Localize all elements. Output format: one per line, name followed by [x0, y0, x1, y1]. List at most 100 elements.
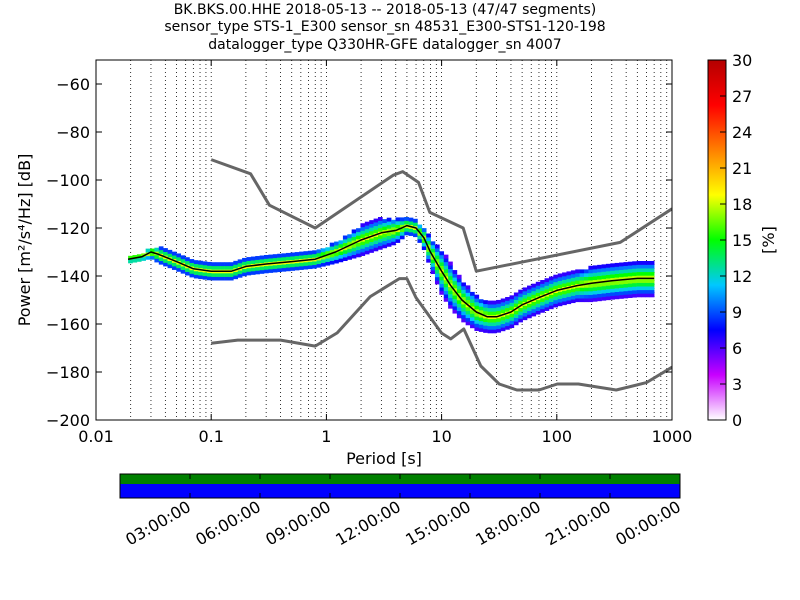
density-cell	[373, 225, 379, 230]
density-cell	[601, 282, 607, 287]
density-cell	[531, 312, 537, 317]
time-tick-label: 03:00:00	[122, 497, 194, 549]
density-cell	[430, 266, 436, 271]
density-cell	[193, 263, 199, 268]
density-cell	[474, 309, 480, 313]
density-cell	[522, 312, 528, 317]
density-cell	[360, 226, 366, 231]
density-cell	[347, 255, 352, 260]
density-cell	[553, 278, 559, 283]
density-cell	[535, 303, 541, 308]
density-cell	[619, 284, 624, 289]
density-cell	[461, 314, 466, 319]
density-cell	[452, 309, 458, 314]
density-cell	[566, 300, 572, 305]
density-cell	[426, 258, 431, 263]
density-cell	[356, 246, 361, 251]
density-cell	[448, 275, 453, 280]
density-cell	[443, 261, 449, 266]
new-high-noise-model	[210, 158, 672, 273]
density-cell	[294, 255, 300, 260]
colorbar-tick-label: 15	[732, 231, 752, 250]
density-cell	[509, 298, 515, 303]
density-cell	[439, 287, 445, 292]
density-cell	[535, 299, 541, 304]
y-tick-label: −80	[56, 123, 90, 142]
density-cell	[356, 231, 361, 236]
density-cell	[351, 254, 357, 259]
density-cell	[491, 329, 497, 334]
density-cell	[303, 265, 309, 270]
density-cell	[456, 278, 462, 283]
density-cell	[570, 270, 576, 275]
density-cell	[470, 291, 475, 296]
density-cell	[145, 255, 151, 260]
density-cell	[443, 297, 449, 302]
density-cell	[417, 224, 423, 229]
density-cell	[307, 265, 313, 270]
density-cell	[443, 269, 449, 273]
density-cell	[448, 301, 453, 306]
density-cell	[369, 223, 374, 228]
density-cell	[575, 298, 580, 303]
density-cell	[163, 262, 168, 267]
density-cell	[430, 262, 436, 267]
density-cell	[566, 278, 572, 283]
density-cell	[592, 286, 598, 291]
density-cell	[557, 298, 563, 303]
density-cell	[373, 240, 379, 245]
density-cell	[597, 279, 602, 284]
density-cell	[342, 257, 348, 262]
density-cell	[592, 297, 598, 302]
density-cell	[579, 273, 585, 277]
density-cell	[347, 241, 352, 246]
density-cell	[509, 313, 515, 318]
density-cell	[597, 297, 602, 302]
density-cell	[307, 261, 313, 266]
density-cell	[246, 267, 252, 272]
density-cell	[623, 287, 629, 292]
density-cell	[632, 290, 637, 294]
density-cell	[290, 266, 295, 271]
density-cell	[461, 296, 466, 301]
density-cell	[434, 280, 440, 285]
density-cell	[167, 264, 173, 269]
density-cell	[373, 236, 379, 241]
density-cell	[360, 252, 366, 256]
density-cell	[386, 232, 392, 236]
density-cell	[132, 258, 138, 263]
density-cell	[553, 296, 559, 301]
density-cell	[430, 241, 436, 246]
density-cell	[285, 263, 291, 268]
density-cell	[623, 265, 629, 270]
density-cell	[597, 275, 602, 280]
density-cell	[391, 230, 396, 235]
density-cell	[233, 275, 239, 280]
density-cell	[382, 219, 388, 224]
density-cell	[404, 220, 409, 225]
density-cell	[198, 275, 203, 280]
density-cell	[299, 266, 304, 270]
density-cell	[570, 295, 576, 300]
density-cell	[518, 314, 523, 319]
density-cell	[259, 255, 265, 260]
density-cell	[439, 272, 445, 277]
density-cell	[649, 261, 655, 265]
density-cell	[334, 255, 339, 260]
density-cell	[167, 253, 173, 258]
density-cell	[351, 229, 357, 234]
density-cell	[399, 228, 405, 233]
density-cell	[562, 301, 567, 306]
density-cell	[171, 251, 177, 256]
density-cell	[588, 265, 594, 270]
density-cell	[369, 227, 374, 232]
density-cell	[557, 284, 563, 289]
density-cell	[277, 268, 282, 273]
density-cell	[316, 249, 322, 254]
density-cell	[452, 280, 458, 285]
density-cell	[360, 223, 366, 228]
x-tick-label: 100	[542, 427, 573, 446]
density-cell	[531, 301, 537, 306]
density-cell	[500, 316, 506, 321]
density-cell	[382, 226, 388, 231]
